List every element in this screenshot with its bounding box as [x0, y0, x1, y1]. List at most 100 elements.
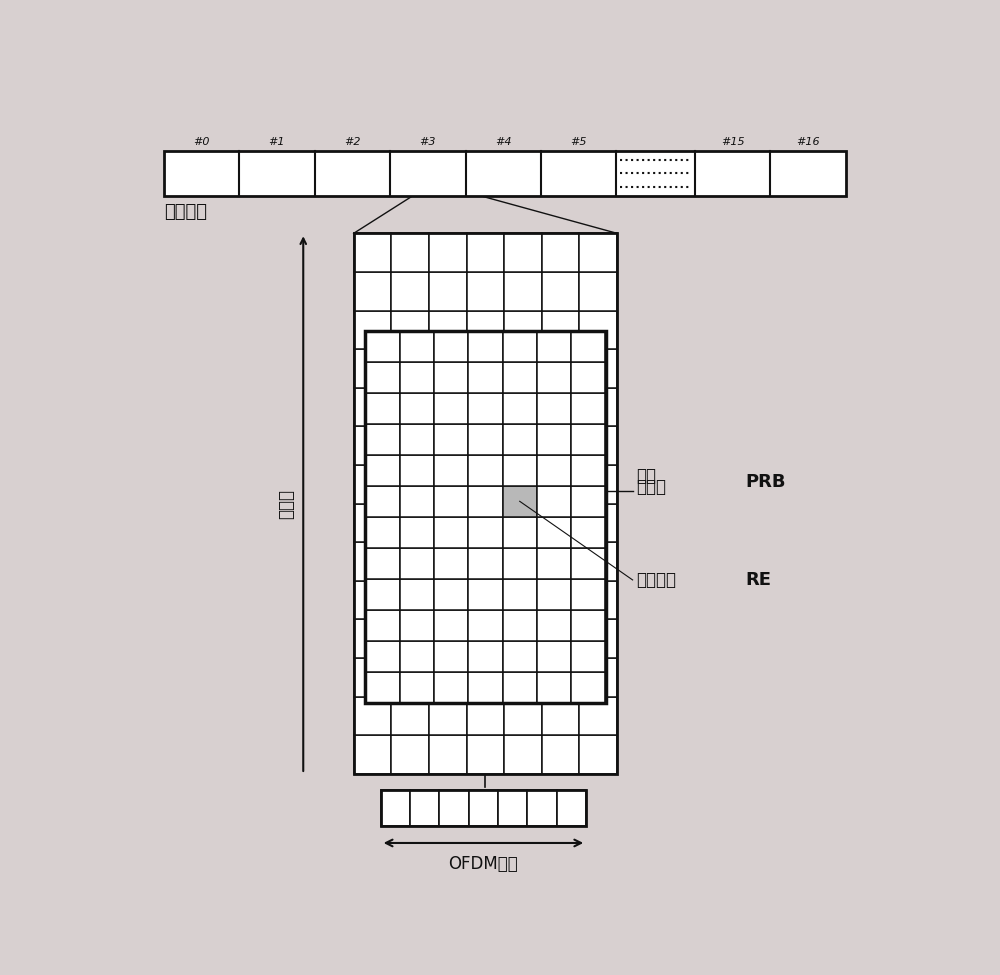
Text: #0: #0: [193, 137, 210, 147]
Bar: [365, 424, 400, 454]
Bar: [571, 424, 605, 454]
Text: 物理: 物理: [637, 467, 656, 485]
Bar: [410, 791, 439, 827]
Bar: [503, 424, 537, 454]
Bar: [467, 619, 504, 658]
Bar: [503, 609, 537, 641]
Bar: [467, 465, 504, 504]
Bar: [354, 542, 391, 581]
Bar: [354, 735, 391, 774]
Bar: [579, 504, 617, 542]
Bar: [542, 349, 579, 388]
Bar: [429, 388, 467, 426]
Bar: [354, 388, 391, 426]
Bar: [468, 609, 503, 641]
Bar: [467, 233, 504, 272]
Bar: [467, 349, 504, 388]
Bar: [391, 388, 429, 426]
Bar: [571, 454, 605, 486]
Bar: [365, 454, 400, 486]
Bar: [365, 331, 400, 362]
Text: RE: RE: [745, 571, 771, 589]
Bar: [434, 548, 468, 579]
Bar: [557, 791, 586, 827]
Bar: [537, 454, 571, 486]
Bar: [542, 619, 579, 658]
Bar: [504, 388, 542, 426]
Bar: [429, 735, 467, 774]
Bar: [354, 504, 391, 542]
Bar: [429, 619, 467, 658]
Text: #5: #5: [570, 137, 587, 147]
Bar: [468, 579, 503, 609]
Bar: [365, 517, 400, 548]
Bar: [391, 658, 429, 697]
Bar: [354, 233, 617, 774]
Bar: [429, 233, 467, 272]
Bar: [537, 362, 571, 393]
Text: PRB: PRB: [745, 473, 786, 490]
Bar: [537, 609, 571, 641]
Bar: [571, 641, 605, 672]
Bar: [571, 362, 605, 393]
Bar: [579, 233, 617, 272]
Bar: [503, 486, 537, 517]
Bar: [400, 362, 434, 393]
Bar: [391, 581, 429, 619]
Bar: [579, 426, 617, 465]
Bar: [391, 233, 429, 272]
Bar: [429, 542, 467, 581]
Bar: [434, 424, 468, 454]
Text: #16: #16: [796, 137, 820, 147]
Text: 子载波: 子载波: [277, 488, 295, 519]
Bar: [468, 362, 503, 393]
Bar: [579, 619, 617, 658]
Bar: [571, 331, 605, 362]
Bar: [354, 233, 391, 272]
Bar: [537, 641, 571, 672]
Bar: [537, 486, 571, 517]
Bar: [429, 697, 467, 735]
Bar: [365, 548, 400, 579]
Bar: [579, 311, 617, 349]
Bar: [429, 272, 467, 311]
Bar: [429, 581, 467, 619]
Bar: [391, 697, 429, 735]
Text: #3: #3: [420, 137, 436, 147]
Bar: [571, 393, 605, 424]
Bar: [434, 672, 468, 703]
Bar: [354, 465, 391, 504]
Bar: [467, 311, 504, 349]
Bar: [434, 517, 468, 548]
Bar: [439, 791, 469, 827]
Bar: [429, 658, 467, 697]
Bar: [503, 672, 537, 703]
Bar: [579, 349, 617, 388]
Bar: [400, 548, 434, 579]
Bar: [504, 349, 542, 388]
Bar: [354, 658, 391, 697]
Bar: [503, 454, 537, 486]
Bar: [504, 233, 542, 272]
Bar: [467, 697, 504, 735]
Bar: [542, 272, 579, 311]
Bar: [579, 735, 617, 774]
Bar: [391, 619, 429, 658]
Text: #4: #4: [495, 137, 512, 147]
Bar: [400, 672, 434, 703]
Bar: [527, 791, 557, 827]
Bar: [537, 672, 571, 703]
Bar: [571, 579, 605, 609]
Bar: [434, 362, 468, 393]
Bar: [542, 581, 579, 619]
Text: 时隙编号: 时隙编号: [164, 204, 207, 221]
Bar: [504, 735, 542, 774]
Bar: [391, 426, 429, 465]
Bar: [468, 454, 503, 486]
Bar: [537, 517, 571, 548]
Bar: [504, 465, 542, 504]
Bar: [400, 609, 434, 641]
Bar: [400, 641, 434, 672]
Bar: [571, 609, 605, 641]
Bar: [571, 548, 605, 579]
